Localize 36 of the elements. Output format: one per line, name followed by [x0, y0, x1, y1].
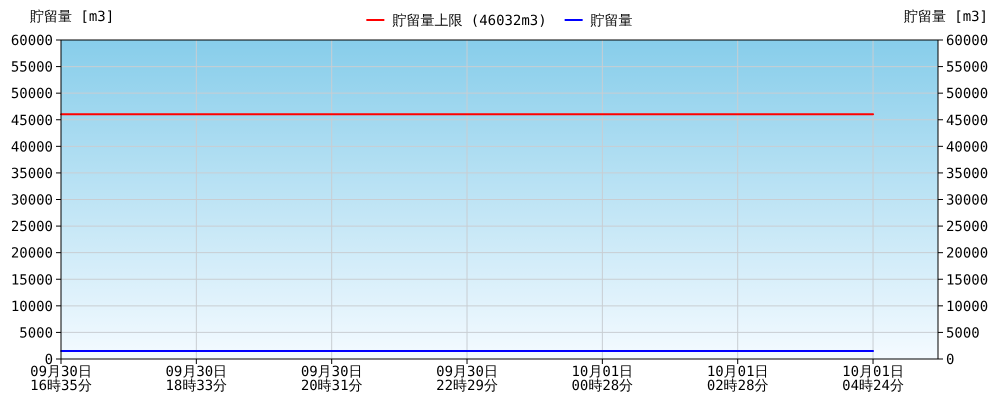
x-tick-label: 09月30日 18時33分 — [165, 364, 228, 394]
y2-tick-label: 50000 — [946, 86, 988, 102]
y2-tick-label: 15000 — [946, 272, 988, 288]
y-tick-label: 5000 — [19, 325, 53, 342]
y-tick-label: 25000 — [10, 219, 53, 236]
y2-tick-label: 40000 — [946, 139, 988, 156]
y2-tick-label: 0 — [946, 352, 954, 368]
x-tick-label: 10月01日 00時28分 — [572, 364, 634, 394]
y-tick-label: 30000 — [10, 192, 53, 208]
y2-tick-label: 30000 — [946, 192, 988, 208]
y-tick-label: 50000 — [10, 86, 53, 102]
legend-label: 貯留量上限 (46032m3) — [392, 13, 547, 29]
y2-tick-label: 45000 — [946, 112, 988, 129]
y-tick-label: 35000 — [10, 166, 53, 182]
x-tick-label: 09月30日 16時35分 — [30, 364, 92, 394]
y-tick-label: 40000 — [10, 139, 53, 156]
x-tick-label: 09月30日 20時31分 — [300, 364, 363, 394]
y2-tick-label: 5000 — [946, 325, 980, 342]
legend-label: 貯留量 — [590, 13, 633, 29]
y-tick-label: 45000 — [10, 112, 53, 129]
y2-tick-label: 25000 — [946, 219, 988, 236]
y2-tick-label: 60000 — [946, 33, 988, 49]
y-tick-label: 10000 — [10, 298, 53, 315]
x-tick-label: 09月30日 22時29分 — [436, 364, 498, 394]
x-tick-label: 10月01日 04時24分 — [842, 364, 904, 394]
y2-axis-title: 貯留量 [m3] — [904, 9, 988, 25]
y-tick-label: 55000 — [10, 60, 53, 76]
y-axis-title: 貯留量 [m3] — [30, 9, 114, 25]
y-tick-label: 15000 — [10, 272, 53, 288]
y2-tick-label: 20000 — [946, 246, 988, 262]
y2-tick-label: 55000 — [946, 60, 988, 76]
y2-tick-label: 10000 — [946, 298, 988, 315]
x-tick-label: 10月01日 02時28分 — [706, 364, 769, 394]
y2-tick-label: 35000 — [946, 166, 988, 182]
y-tick-label: 60000 — [10, 33, 53, 49]
y-tick-label: 20000 — [10, 246, 53, 262]
